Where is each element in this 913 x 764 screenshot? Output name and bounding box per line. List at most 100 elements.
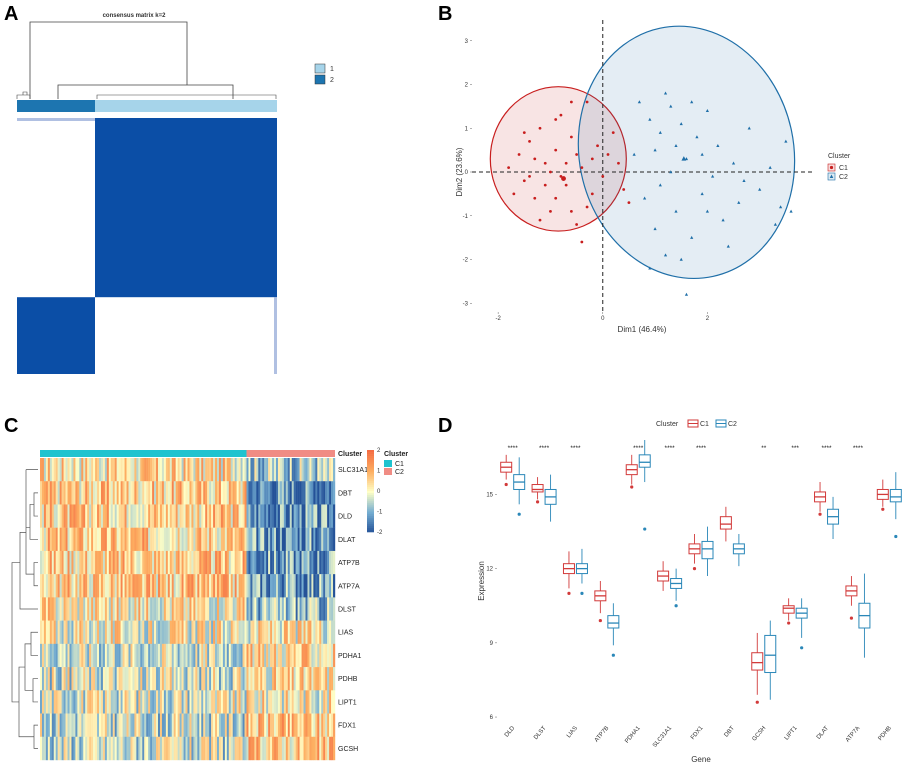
heatmap-cell [289, 690, 292, 714]
outlier-C1 [787, 621, 791, 625]
heatmap-cell [207, 713, 210, 737]
heatmap-cell [258, 690, 261, 714]
heatmap-cell [81, 620, 84, 645]
heatmap-cell [277, 736, 281, 761]
heatmap-cell [159, 736, 163, 761]
heatmap-cell [234, 667, 237, 691]
heatmap-cell [100, 690, 104, 714]
heatmap-cell [331, 690, 334, 714]
heatmap-cell [142, 736, 145, 761]
heatmap-cell [201, 713, 204, 737]
heatmap-cell [47, 736, 51, 761]
colorbar-tick-label: 0 [377, 489, 381, 495]
colorbar-segment [367, 513, 374, 516]
heatmap-cell [203, 736, 206, 761]
heatmap-cell [173, 527, 176, 552]
heatmap-cell [161, 620, 165, 645]
heatmap-cell [130, 597, 133, 621]
heatmap-cell [159, 713, 163, 737]
heatmap-cell [61, 736, 64, 761]
heatmap-cell [59, 527, 62, 552]
heatmap-cell [258, 620, 261, 645]
heatmap-cell [309, 713, 312, 737]
heatmap-cell [305, 690, 308, 714]
heatmap-cell [41, 481, 45, 505]
heatmap-cell [134, 667, 137, 691]
heatmap-cell [187, 736, 190, 761]
heatmap-cell [79, 736, 82, 761]
heatmap-cell [136, 620, 139, 645]
heatmap-cell [252, 713, 255, 737]
heatmap-cell [297, 736, 300, 761]
heatmap-cell [136, 597, 139, 621]
heatmap-cell [138, 550, 141, 575]
colorbar-tick-label: 2 [377, 448, 381, 454]
heatmap-cell [173, 574, 176, 598]
heatmap-cell [218, 736, 222, 761]
heatmap-cell [252, 527, 255, 552]
heatmap-cell [289, 597, 292, 621]
heatmap-cell [226, 690, 229, 714]
heatmap-cell [191, 620, 194, 645]
heatmap-cell [69, 527, 72, 552]
heatmap-cell [299, 667, 302, 691]
heatmap-cell [77, 458, 80, 482]
heatmap-cell [132, 481, 135, 505]
heatmap-cell [317, 736, 320, 761]
heatmap-cell [132, 620, 135, 645]
x-tick-label-FDX1: FDX1 [690, 725, 705, 741]
heatmap-cell [43, 690, 47, 714]
heatmap-cell [114, 527, 117, 552]
legend-label-C1: C1 [700, 421, 709, 428]
colorbar-segment [367, 525, 374, 529]
heatmap-cell [301, 504, 304, 528]
heatmap-cell [323, 550, 326, 575]
heatmap-cell [234, 527, 237, 552]
heatmap-cell [49, 620, 52, 645]
heatmap-cell [161, 690, 165, 714]
heatmap-cell [254, 481, 257, 505]
heatmap-cell [191, 643, 194, 668]
point-C1 [611, 131, 615, 135]
heatmap-cell [242, 713, 245, 737]
heatmap-cell [156, 458, 159, 482]
heatmap-cell [307, 550, 310, 575]
legend-label-C1: C1 [839, 165, 848, 172]
heatmap-cell [215, 667, 218, 691]
heatmap-cell [311, 690, 314, 714]
heatmap-cell [262, 458, 265, 482]
heatmap-cell [102, 690, 106, 714]
heatmap-cell [313, 527, 316, 552]
heatmap-cell [238, 550, 241, 575]
heatmap-cell [228, 643, 231, 668]
heatmap-cell [297, 550, 300, 575]
heatmap-cell [138, 597, 141, 621]
heatmap-cell [309, 504, 312, 528]
heatmap-cell [291, 643, 294, 668]
heatmap-cell [102, 736, 106, 761]
heatmap-cell [136, 713, 139, 737]
y-tick-label: -3 [463, 301, 469, 307]
heatmap-cell [329, 574, 332, 598]
heatmap-cell [81, 550, 84, 575]
heatmap-cell [276, 597, 279, 621]
heatmap-cell [126, 620, 129, 645]
heatmap-cell [279, 550, 283, 575]
heatmap-cell [228, 713, 231, 737]
heatmap-cell [91, 458, 94, 482]
heatmap-cell [102, 504, 106, 528]
heatmap-cell [303, 620, 306, 645]
heatmap-cell [179, 527, 182, 552]
heatmap-cell [199, 713, 202, 737]
heatmap-cell [303, 504, 306, 528]
heatmap-cell [43, 574, 47, 598]
heatmap-cell [230, 481, 233, 505]
heatmap-cell [215, 620, 218, 645]
heatmap-cell [124, 643, 127, 668]
heatmap-cell [228, 527, 231, 552]
outlier-C1 [630, 485, 634, 489]
heatmap-cell [110, 713, 113, 737]
heatmap-cell [285, 667, 288, 691]
heatmap-cell [163, 574, 167, 598]
heatmap-cell [112, 481, 115, 505]
